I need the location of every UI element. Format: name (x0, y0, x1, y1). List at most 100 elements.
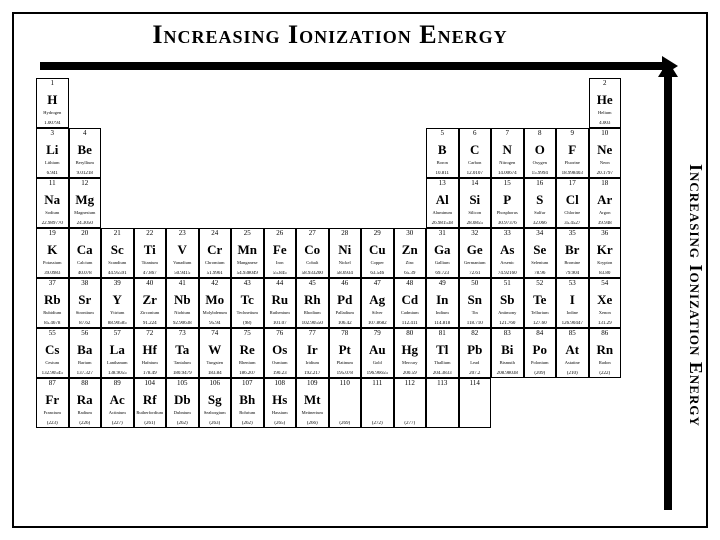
element-symbol: Sb (492, 293, 523, 306)
element-symbol: Li (37, 143, 68, 156)
atomic-mass: 18.998403 (557, 171, 588, 176)
element-cell-B: 5BBoron10.811 (426, 128, 459, 178)
element-name: Phosphorus (492, 211, 523, 216)
atomic-mass: 74.92160 (492, 271, 523, 276)
atomic-number: 13 (427, 180, 458, 187)
element-name: Potassium (37, 261, 68, 266)
element-symbol: Au (362, 343, 393, 356)
atomic-number: 89 (102, 380, 133, 387)
element-symbol: Fe (265, 243, 296, 256)
atomic-number: 78 (330, 330, 361, 337)
atomic-number: 105 (167, 380, 198, 387)
atomic-number: 24 (200, 230, 231, 237)
element-symbol: Ta (167, 343, 198, 356)
element-name: Rhodium (297, 311, 328, 316)
element-cell-Fr: 87FrFrancium(223) (36, 378, 69, 428)
atomic-mass: (263) (200, 421, 231, 426)
atomic-mass: 112.411 (395, 321, 426, 326)
atomic-number: 43 (232, 280, 263, 287)
atomic-mass: 47.867 (135, 271, 166, 276)
atomic-number: 20 (70, 230, 101, 237)
element-name: Polonium (525, 361, 556, 366)
atomic-mass: 190.23 (265, 371, 296, 376)
empty-cell (134, 178, 167, 228)
element-cell-Br: 35BrBromine79.904 (556, 228, 589, 278)
empty-cell (166, 128, 199, 178)
element-symbol: Ne (590, 143, 621, 156)
element-name: Selenium (525, 261, 556, 266)
element-symbol: Db (167, 393, 198, 406)
element-cell-Ge: 32GeGermanium72.61 (459, 228, 492, 278)
atomic-number: 50 (460, 280, 491, 287)
atomic-mass: (223) (37, 421, 68, 426)
element-symbol: Mo (200, 293, 231, 306)
element-symbol: Ti (135, 243, 166, 256)
element-name: Chromium (200, 261, 231, 266)
element-name: Molybdenum (200, 311, 231, 316)
element-cell-Cs: 55CsCesium132.90545 (36, 328, 69, 378)
atomic-mass: 106.42 (330, 321, 361, 326)
element-cell-Bh: 107BhBohrium(262) (231, 378, 264, 428)
element-symbol: At (557, 343, 588, 356)
atomic-mass: (277) (395, 421, 426, 426)
atomic-mass: (272) (362, 421, 393, 426)
element-symbol: In (427, 293, 458, 306)
atomic-mass: 102.90550 (297, 321, 328, 326)
element-cell-Be: 4BeBeryllium9.01218 (69, 128, 102, 178)
atomic-number: 39 (102, 280, 133, 287)
atomic-mass: (266) (297, 421, 328, 426)
atomic-mass: 91.224 (135, 321, 166, 326)
element-cell-Mg: 12MgMagnesium24.3050 (69, 178, 102, 228)
element-name: Iridium (297, 361, 328, 366)
element-cell-Ar: 18ArArgon39.948 (589, 178, 622, 228)
element-symbol: B (427, 143, 458, 156)
element-name: Iron (265, 261, 296, 266)
element-cell-Na: 11NaSodium22.989770 (36, 178, 69, 228)
element-cell-Au: 79AuGold196.96655 (361, 328, 394, 378)
atomic-number: 33 (492, 230, 523, 237)
element-symbol: Rn (590, 343, 621, 356)
empty-cell (556, 378, 589, 428)
atomic-mass: 54.938049 (232, 271, 263, 276)
atomic-mass: 10.811 (427, 171, 458, 176)
atomic-number: 17 (557, 180, 588, 187)
element-symbol: H (37, 93, 68, 106)
element-cell-Cl: 17ClChlorine35.4527 (556, 178, 589, 228)
element-symbol: Tc (232, 293, 263, 306)
element-symbol: K (37, 243, 68, 256)
element-name: Dubnium (167, 411, 198, 416)
element-name: Boron (427, 161, 458, 166)
atomic-mass: 22.989770 (37, 221, 68, 226)
atomic-mass: 50.9415 (167, 271, 198, 276)
atomic-number: 48 (395, 280, 426, 287)
element-cell-K: 19KPotassium39.0983 (36, 228, 69, 278)
atomic-mass: 12.0107 (460, 171, 491, 176)
atomic-number: 29 (362, 230, 393, 237)
atomic-mass: 72.61 (460, 271, 491, 276)
element-cell-Ag: 47AgSilver107.8682 (361, 278, 394, 328)
element-name: Barium (70, 361, 101, 366)
element-cell-Co: 27CoCobalt58.933200 (296, 228, 329, 278)
atomic-mass: 1.00794 (37, 121, 68, 126)
atomic-number: 88 (70, 380, 101, 387)
empty-cell (101, 78, 134, 128)
element-symbol: Ir (297, 343, 328, 356)
element-symbol: Os (265, 343, 296, 356)
atomic-mass: (227) (102, 421, 133, 426)
element-name: Tungsten (200, 361, 231, 366)
element-symbol: Pt (330, 343, 361, 356)
atomic-number: 25 (232, 230, 263, 237)
atomic-number: 10 (590, 130, 621, 137)
empty-cell (264, 78, 297, 128)
element-name: Zirconium (135, 311, 166, 316)
element-cell-Xe: 54XeXenon131.29 (589, 278, 622, 328)
element-cell-Zn: 30ZnZinc65.39 (394, 228, 427, 278)
element-name: Lead (460, 361, 491, 366)
atomic-mass: 65.39 (395, 271, 426, 276)
element-cell-Tc: 43TcTechnetium(98) (231, 278, 264, 328)
atomic-mass: 39.0983 (37, 271, 68, 276)
element-symbol: Ba (70, 343, 101, 356)
atomic-number: 74 (200, 330, 231, 337)
element-name: Actinium (102, 411, 133, 416)
empty-cell (296, 178, 329, 228)
